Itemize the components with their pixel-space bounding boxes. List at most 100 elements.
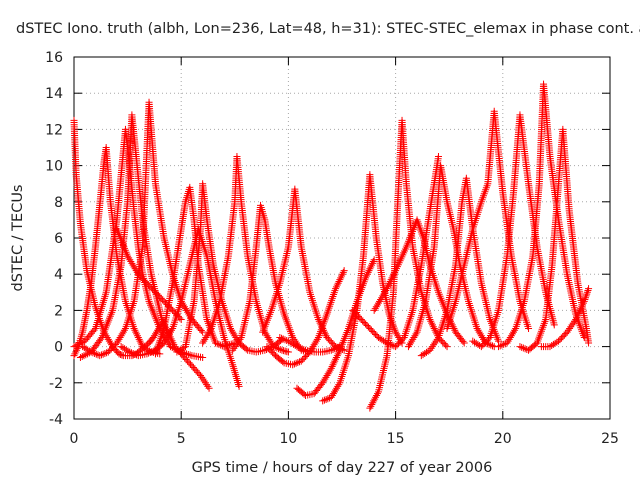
data-point <box>70 343 78 351</box>
data-point <box>302 353 310 361</box>
data-point <box>426 346 434 354</box>
data-point <box>477 332 485 340</box>
data-point <box>335 348 343 356</box>
data-point <box>234 339 242 347</box>
data-point <box>366 265 374 273</box>
data-point <box>324 395 332 403</box>
data-point <box>151 288 159 296</box>
data-point <box>124 252 132 260</box>
series-11 <box>259 185 348 354</box>
data-point <box>227 340 235 348</box>
y-tick-label: 10 <box>45 159 63 175</box>
data-point <box>569 319 577 327</box>
series-5 <box>79 98 207 360</box>
data-point <box>511 326 519 334</box>
data-point <box>330 388 338 396</box>
data-point <box>71 350 79 358</box>
data-point <box>279 335 287 343</box>
data-point <box>389 272 397 280</box>
data-point <box>181 305 189 313</box>
data-point <box>104 335 112 343</box>
data-point <box>362 320 370 328</box>
data-point <box>292 359 300 367</box>
data-point <box>265 335 273 343</box>
data-point <box>72 342 80 350</box>
data-point <box>199 375 207 383</box>
data-point <box>385 279 393 287</box>
data-point <box>370 329 378 337</box>
data-point <box>146 282 154 290</box>
data-point <box>289 361 297 369</box>
data-point <box>573 312 581 320</box>
data-point <box>476 330 484 338</box>
data-point <box>126 256 134 264</box>
data-point <box>384 283 392 291</box>
data-point <box>151 330 159 338</box>
data-point <box>381 288 389 296</box>
data-point <box>133 330 141 338</box>
data-point <box>91 349 99 357</box>
data-point <box>585 285 593 293</box>
data-point <box>388 274 396 282</box>
x-tick-label: 5 <box>177 431 186 447</box>
data-point <box>72 348 80 356</box>
data-point <box>377 296 385 304</box>
data-point <box>78 353 86 361</box>
data-point <box>130 325 138 332</box>
data-point <box>87 348 95 356</box>
data-point <box>224 341 232 349</box>
data-point <box>314 315 322 323</box>
data-point <box>116 334 124 342</box>
y-tick-label: 4 <box>54 267 63 283</box>
x-tick-label: 25 <box>601 431 619 447</box>
data-point <box>104 348 112 356</box>
data-point <box>433 335 441 343</box>
data-point <box>507 332 515 340</box>
data-point <box>585 339 593 347</box>
data-point <box>235 337 243 345</box>
data-point <box>149 334 157 342</box>
data-point <box>231 343 239 351</box>
data-point <box>339 268 347 276</box>
data-point <box>147 284 155 292</box>
y-tick-label: 6 <box>54 231 63 247</box>
data-point <box>550 321 558 329</box>
data-point <box>371 305 379 313</box>
data-point <box>368 401 376 409</box>
data-point <box>360 318 368 326</box>
data-point <box>74 341 82 349</box>
data-point <box>154 291 162 299</box>
data-point <box>333 281 341 289</box>
data-point <box>146 348 154 356</box>
data-point <box>284 348 292 356</box>
data-point <box>319 379 327 387</box>
data-point <box>320 377 328 385</box>
data-point <box>411 332 419 340</box>
data-point <box>390 270 398 278</box>
data-point <box>363 270 371 278</box>
data-point <box>325 368 333 376</box>
data-point <box>583 288 591 296</box>
data-point <box>496 342 504 350</box>
data-point <box>516 343 524 351</box>
data-point <box>359 317 367 325</box>
data-point <box>397 337 405 345</box>
data-point <box>440 340 448 348</box>
data-point <box>76 353 84 361</box>
data-point <box>334 382 342 390</box>
data-point <box>201 379 209 387</box>
data-point <box>332 355 340 363</box>
data-point <box>407 339 415 347</box>
data-point <box>332 344 340 352</box>
data-point <box>328 391 336 399</box>
data-point <box>393 341 401 349</box>
data-point <box>503 339 511 347</box>
data-point <box>73 346 81 354</box>
data-point <box>368 261 376 269</box>
data-point <box>85 347 93 355</box>
y-axis-label: dSTEC / TECUs <box>10 185 26 292</box>
data-point <box>228 326 236 334</box>
data-point <box>161 337 169 345</box>
data-point <box>283 336 291 344</box>
data-point <box>431 339 439 347</box>
